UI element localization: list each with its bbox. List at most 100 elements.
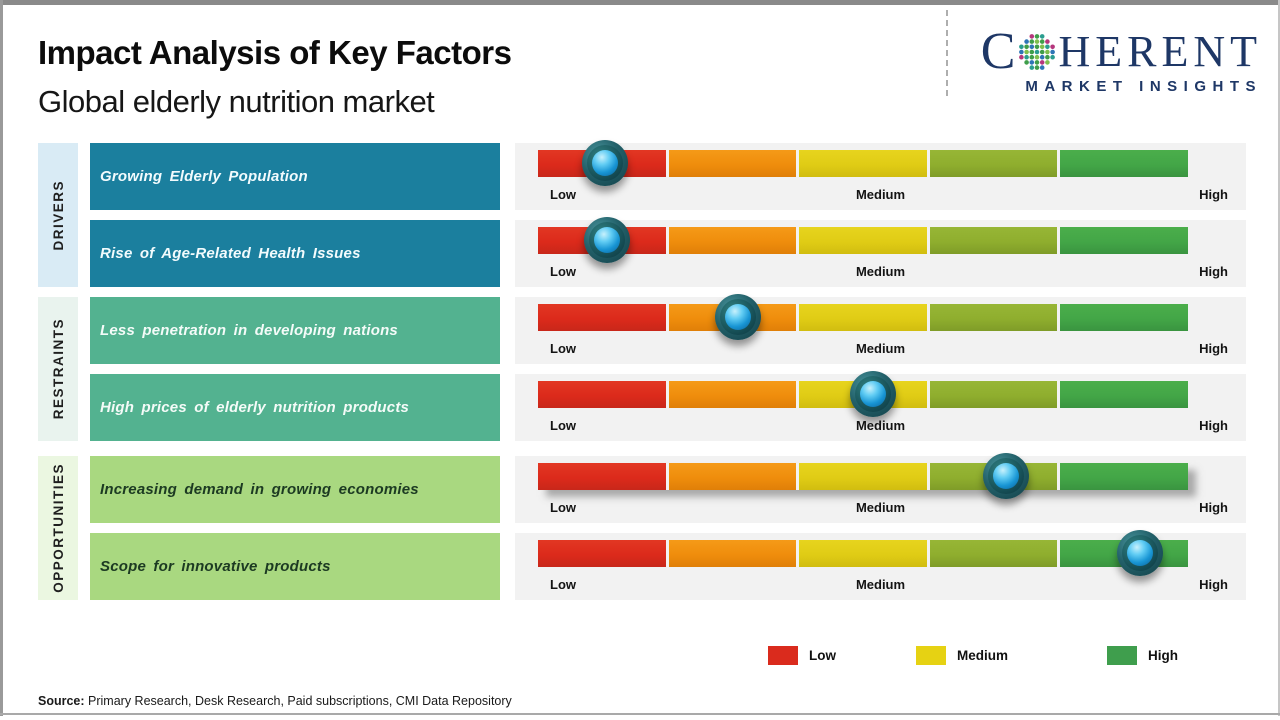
impact-scale-panel: Low Medium High bbox=[515, 371, 1246, 441]
legend-item-high: High bbox=[1107, 646, 1178, 665]
scale-tick-high: High bbox=[1199, 341, 1228, 356]
frame-top-border bbox=[0, 0, 1280, 5]
factor-row: High prices of elderly nutrition product… bbox=[78, 371, 1246, 441]
legend-label-low: Low bbox=[809, 648, 836, 663]
logo-tagline: MARKET INSIGHTS bbox=[1025, 78, 1262, 95]
scale-tick-medium: Medium bbox=[855, 418, 906, 433]
bar-segment-medium bbox=[799, 540, 927, 567]
page-subtitle: Global elderly nutrition market bbox=[38, 84, 435, 119]
scale-tick-medium: Medium bbox=[855, 187, 906, 202]
impact-marker bbox=[583, 217, 630, 263]
legend-swatch-low bbox=[768, 646, 798, 665]
legend-item-low: Low bbox=[768, 646, 836, 665]
factor-row: Less penetration in developing nations L… bbox=[78, 294, 1246, 364]
bar-segment-high bbox=[1060, 381, 1188, 408]
factor-row: Scope for innovative products Low Medium… bbox=[78, 530, 1246, 600]
scale-tick-low: Low bbox=[550, 500, 576, 515]
factor-row: Rise of Age-Related Health Issues Low Me… bbox=[78, 217, 1246, 287]
bar-segment-low bbox=[538, 540, 666, 567]
factor-label: Less penetration in developing nations bbox=[90, 297, 500, 364]
impact-scale-panel: Low Medium High bbox=[515, 294, 1246, 364]
impact-scale-panel: Low Medium High bbox=[515, 140, 1246, 210]
bar-segment-low bbox=[538, 463, 666, 490]
impact-scale-panel: Low Medium High bbox=[515, 217, 1246, 287]
impact-marker bbox=[849, 371, 896, 417]
frame-bottom-border bbox=[0, 713, 1280, 715]
bar-segment-medium bbox=[799, 304, 927, 331]
logo-letter-c: C bbox=[980, 23, 1016, 80]
impact-gradient-bar bbox=[538, 463, 1188, 490]
bar-segment-high bbox=[1060, 150, 1188, 177]
factor-row: Increasing demand in growing economies L… bbox=[78, 453, 1246, 523]
company-logo: C HERENT MARKET INSIGHTS bbox=[972, 23, 1262, 96]
scale-tick-low: Low bbox=[550, 418, 576, 433]
bar-segment-low-medium bbox=[668, 150, 797, 177]
impact-scale-panel: Low Medium High bbox=[515, 530, 1246, 600]
bar-segment-medium bbox=[799, 463, 927, 490]
factor-row: Growing Elderly Population Low Medium Hi… bbox=[78, 140, 1246, 210]
impact-scale-panel: Low Medium High bbox=[515, 453, 1246, 523]
legend-swatch-medium bbox=[916, 646, 946, 665]
category-label-drivers: DRIVERS bbox=[38, 143, 78, 287]
factor-label: High prices of elderly nutrition product… bbox=[90, 374, 500, 441]
bar-segment-low-medium bbox=[668, 463, 797, 490]
scale-tick-high: High bbox=[1199, 187, 1228, 202]
impact-gradient-bar bbox=[538, 227, 1188, 254]
section-restraints: RESTRAINTS Less penetration in developin… bbox=[38, 294, 1246, 441]
scale-tick-low: Low bbox=[550, 264, 576, 279]
scale-tick-high: High bbox=[1199, 500, 1228, 515]
impact-marker bbox=[1116, 530, 1163, 576]
impact-marker bbox=[983, 453, 1029, 499]
scale-tick-high: High bbox=[1199, 418, 1228, 433]
scale-tick-high: High bbox=[1199, 264, 1228, 279]
logo-wordmark: C HERENT bbox=[972, 23, 1262, 80]
bar-segment-low-medium bbox=[668, 540, 797, 567]
factor-label: Growing Elderly Population bbox=[90, 143, 500, 210]
category-label-opportunities: OPPORTUNITIES bbox=[38, 456, 78, 600]
impact-gradient-bar bbox=[538, 150, 1188, 177]
legend-label-high: High bbox=[1148, 648, 1178, 663]
legend-label-medium: Medium bbox=[957, 648, 1009, 663]
legend-item-medium: Medium bbox=[916, 646, 1008, 665]
bar-segment-high bbox=[1060, 463, 1188, 490]
source-prefix: Source: bbox=[38, 694, 85, 708]
bar-segment-medium-high bbox=[929, 150, 1058, 177]
bar-segment-low bbox=[538, 304, 666, 331]
bar-segment-medium bbox=[799, 227, 927, 254]
frame-right-border bbox=[1278, 0, 1280, 716]
scale-tick-low: Low bbox=[550, 187, 576, 202]
impact-marker bbox=[581, 140, 628, 186]
factor-label: Scope for innovative products bbox=[90, 533, 500, 600]
bar-segment-high bbox=[1060, 304, 1188, 331]
scale-tick-low: Low bbox=[550, 341, 576, 356]
section-drivers: DRIVERS Growing Elderly Population Low M… bbox=[38, 140, 1246, 287]
impact-chart: DRIVERS Growing Elderly Population Low M… bbox=[38, 140, 1246, 600]
legend-swatch-high bbox=[1107, 646, 1137, 665]
bar-segment-low bbox=[538, 381, 666, 408]
bar-segment-medium-high bbox=[929, 304, 1058, 331]
section-opportunities: OPPORTUNITIES Increasing demand in growi… bbox=[38, 453, 1246, 600]
impact-gradient-bar bbox=[538, 304, 1188, 331]
bar-segment-low-medium bbox=[668, 227, 797, 254]
bar-segment-low-medium bbox=[668, 381, 797, 408]
category-label-restraints: RESTRAINTS bbox=[38, 297, 78, 441]
source-text: Primary Research, Desk Research, Paid su… bbox=[84, 694, 512, 708]
scale-tick-medium: Medium bbox=[855, 500, 906, 515]
impact-gradient-bar bbox=[538, 540, 1188, 567]
source-note: Source: Primary Research, Desk Research,… bbox=[38, 694, 512, 708]
impact-marker bbox=[715, 294, 762, 340]
page-title: Impact Analysis of Key Factors bbox=[38, 34, 512, 71]
bar-segment-medium-high bbox=[929, 540, 1058, 567]
frame-left-border bbox=[0, 0, 3, 716]
bar-segment-medium bbox=[799, 150, 927, 177]
header-dashed-divider bbox=[946, 10, 948, 96]
factor-label: Increasing demand in growing economies bbox=[90, 456, 500, 523]
scale-tick-low: Low bbox=[550, 577, 576, 592]
factor-label: Rise of Age-Related Health Issues bbox=[90, 220, 500, 287]
scale-tick-medium: Medium bbox=[855, 577, 906, 592]
bar-segment-medium-high bbox=[929, 381, 1058, 408]
bar-segment-medium-high bbox=[929, 227, 1058, 254]
scale-tick-medium: Medium bbox=[855, 341, 906, 356]
bar-segment-high bbox=[1060, 227, 1188, 254]
scale-tick-medium: Medium bbox=[855, 264, 906, 279]
